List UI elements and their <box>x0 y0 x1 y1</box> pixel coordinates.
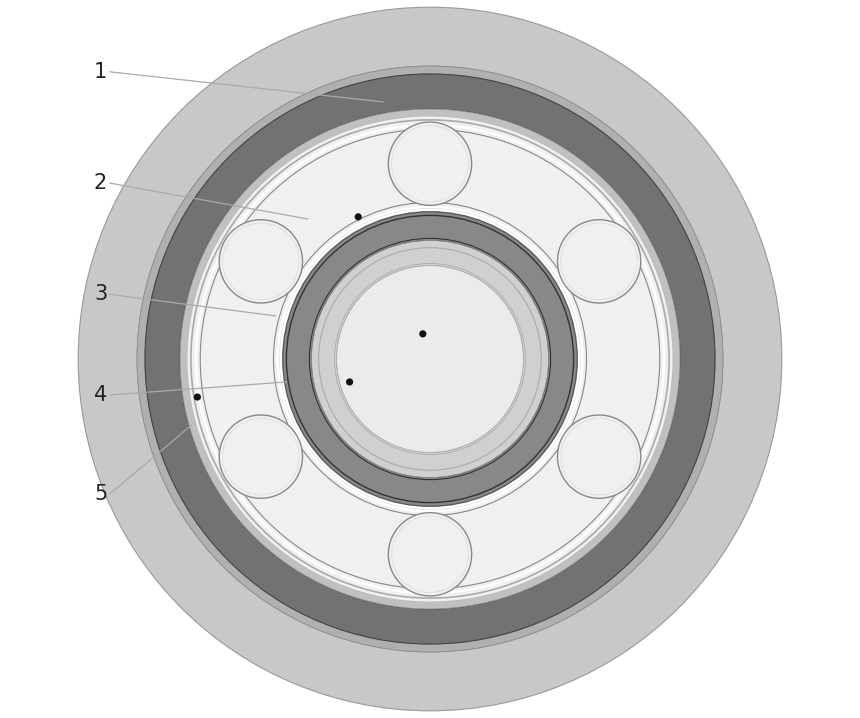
Text: 4: 4 <box>94 385 108 405</box>
Circle shape <box>145 74 715 644</box>
Circle shape <box>187 116 673 602</box>
Circle shape <box>311 241 549 477</box>
Text: 2: 2 <box>94 173 108 193</box>
Circle shape <box>389 513 471 596</box>
Circle shape <box>145 74 715 644</box>
Text: 5: 5 <box>94 484 108 504</box>
Circle shape <box>346 378 353 386</box>
Circle shape <box>180 109 680 609</box>
Circle shape <box>280 208 580 510</box>
Circle shape <box>336 266 524 452</box>
Circle shape <box>557 220 641 303</box>
Circle shape <box>389 122 471 205</box>
Text: 3: 3 <box>94 284 108 304</box>
Text: 1: 1 <box>94 62 108 82</box>
Circle shape <box>194 393 201 401</box>
Circle shape <box>180 109 680 609</box>
Circle shape <box>311 241 549 477</box>
Circle shape <box>336 266 524 452</box>
Circle shape <box>219 415 303 498</box>
Circle shape <box>137 66 723 652</box>
Circle shape <box>557 415 641 498</box>
Circle shape <box>187 116 673 602</box>
Circle shape <box>354 213 362 220</box>
Circle shape <box>137 66 723 652</box>
Circle shape <box>283 212 577 506</box>
Circle shape <box>78 7 782 711</box>
Circle shape <box>419 330 427 337</box>
Circle shape <box>219 220 303 303</box>
